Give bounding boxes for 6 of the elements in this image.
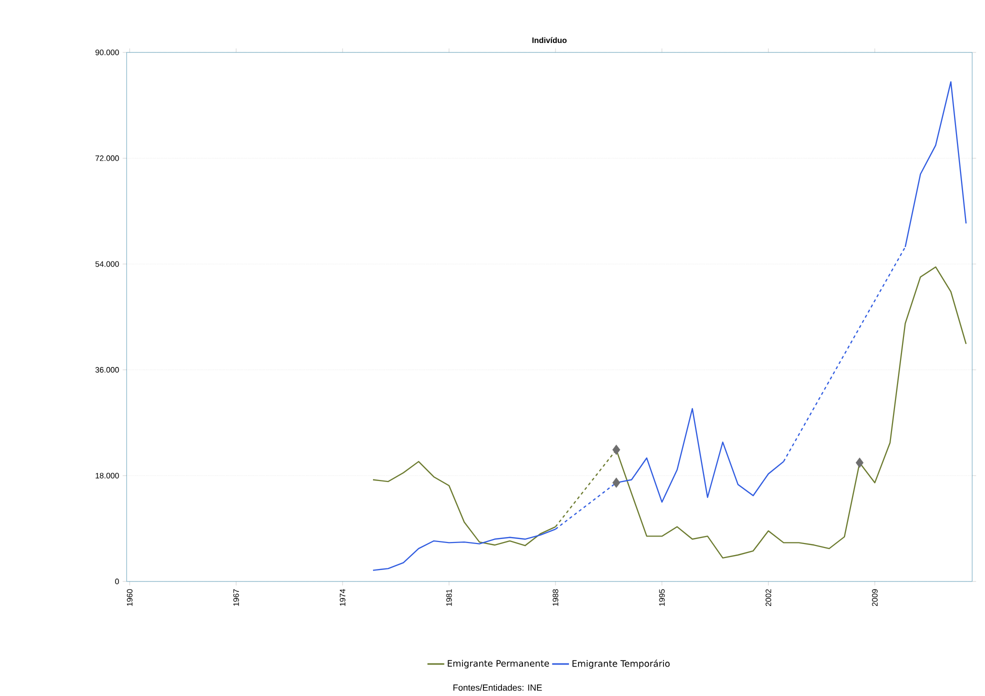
text: Fontes/Entidades: INE (453, 684, 542, 691)
point (612, 477, 620, 488)
legend-label: Emigrante Temporário (572, 660, 670, 669)
legend-label: Emigrante Permanente (448, 660, 549, 668)
point (612, 444, 620, 455)
point (856, 457, 864, 468)
